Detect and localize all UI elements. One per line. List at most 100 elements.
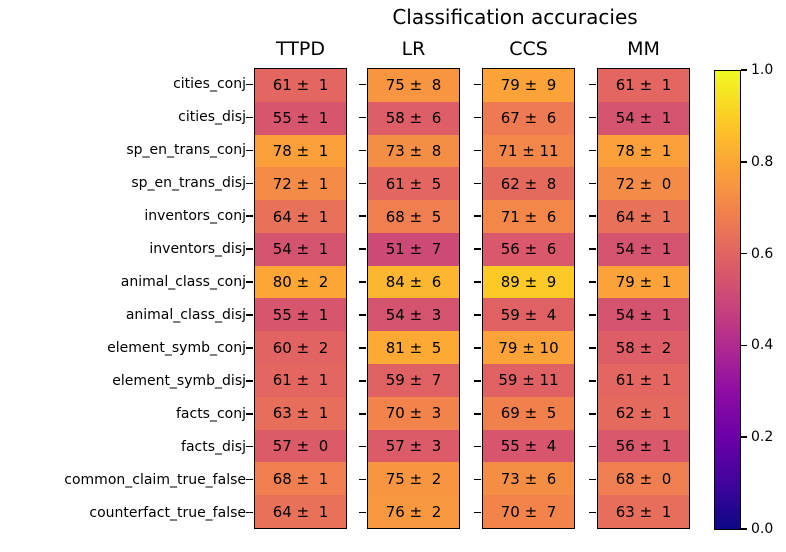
heatmap-cell: 62 ± 1 [598,396,689,430]
heatmap-cell: 61 ± 1 [255,364,346,397]
y-tick [359,478,366,481]
heatmap-cell: 55 ± 4 [483,429,574,463]
heatmap-cell: 69 ± 5 [483,396,574,430]
y-tick [359,281,366,283]
y-tick [359,215,366,217]
heatmap-column: 61 ± 1 55 ± 1 78 ± 1 72 ± 1 64 ± 1 54 ± 1 80 ±… [254,68,347,529]
row-label: counterfact_true_false [89,504,246,521]
colorbar [714,70,741,530]
y-tick [246,248,253,250]
y-tick [474,182,481,184]
y-tick [589,248,596,250]
y-tick [359,182,366,184]
heatmap-cell: 70 ± 7 [483,495,574,528]
y-tick [359,413,366,415]
heatmap-cell: 61 ± 5 [368,167,459,201]
heatmap-cell: 70 ± 3 [368,396,459,430]
column-header: TTPD [276,38,325,60]
y-tick [474,281,481,283]
heatmap-cell: 59 ± 11 [483,364,574,397]
colorbar-tick-label: 1.0 [751,62,774,78]
heatmap-cell: 54 ± 1 [598,101,689,135]
y-tick [359,347,366,349]
heatmap-cell: 67 ± 6 [483,101,574,135]
heatmap-cell: 61 ± 1 [598,364,689,397]
heatmap-cell: 89 ± 9 [483,265,574,299]
y-tick [589,281,596,283]
heatmap-cell: 61 ± 1 [598,69,689,102]
heatmap-cell: 76 ± 2 [368,495,459,528]
column-header: MM [627,38,660,60]
row-label: element_symb_conj [107,339,246,356]
heatmap-cell: 54 ± 3 [368,298,459,332]
y-tick [246,347,253,349]
y-tick [359,116,366,119]
colorbar-tick-label: 0.6 [751,245,774,262]
heatmap-cell: 55 ± 1 [255,101,346,135]
y-tick [246,182,253,184]
y-tick [589,347,596,349]
y-tick [359,248,366,250]
colorbar-tick [741,528,747,530]
column-header: LR [401,38,426,60]
y-tick [246,83,253,86]
colorbar-tick [741,161,747,163]
heatmap-cell: 54 ± 1 [255,232,346,266]
y-tick [246,380,253,382]
y-tick [246,281,253,283]
heatmap-cell: 59 ± 7 [368,364,459,397]
heatmap-column: 79 ± 9 67 ± 6 71 ± 11 62 ± 8 71 ± 6 56 ± 6 89 … [482,68,575,529]
y-tick [474,314,481,316]
row-label: animal_class_conj [120,274,246,291]
y-tick [589,445,596,448]
y-tick [246,215,253,217]
heatmap-cell: 73 ± 8 [368,134,459,168]
heatmap-cell: 68 ± 5 [368,200,459,233]
heatmap-cell: 57 ± 0 [255,429,346,463]
heatmap-cell: 71 ± 11 [483,134,574,168]
heatmap-cell: 51 ± 7 [368,232,459,266]
heatmap-cell: 68 ± 0 [598,462,689,496]
heatmap-cell: 56 ± 1 [598,429,689,463]
heatmap-cell: 73 ± 6 [483,462,574,496]
y-tick [589,511,596,514]
heatmap-cell: 58 ± 2 [598,331,689,365]
row-label: sp_en_trans_disj [131,175,246,192]
heatmap-cell: 80 ± 2 [255,265,346,299]
heatmap-cell: 72 ± 0 [598,167,689,201]
row-label: animal_class_disj [125,306,246,323]
row-label: cities_conj [173,76,246,93]
y-tick [246,445,253,448]
heatmap-cell: 75 ± 8 [368,69,459,102]
heatmap-cell: 75 ± 2 [368,462,459,496]
y-tick [589,380,596,382]
y-tick [589,149,596,152]
heatmap-cell: 78 ± 1 [598,134,689,168]
y-tick [474,511,481,514]
colorbar-tick [741,436,747,438]
row-label: inventors_conj [144,208,246,225]
y-tick [246,314,253,316]
chart-title: Classification accuracies [392,5,638,29]
y-tick [589,413,596,415]
heatmap-cell: 54 ± 1 [598,232,689,266]
heatmap-cell: 72 ± 1 [255,167,346,201]
y-tick [246,116,253,119]
heatmap-cell: 64 ± 1 [255,495,346,528]
heatmap-cell: 58 ± 6 [368,101,459,135]
heatmap-cell: 56 ± 6 [483,232,574,266]
y-tick [359,511,366,514]
y-tick [474,215,481,217]
heatmap-cell: 68 ± 1 [255,462,346,496]
row-label: element_symb_disj [112,372,246,389]
y-tick [474,149,481,152]
heatmap-cell: 81 ± 5 [368,331,459,365]
colorbar-tick [741,252,747,255]
y-tick [246,149,253,152]
y-tick [474,413,481,415]
y-tick [474,380,481,382]
y-tick [589,83,596,86]
row-label: facts_conj [175,405,246,422]
y-tick [246,511,253,514]
